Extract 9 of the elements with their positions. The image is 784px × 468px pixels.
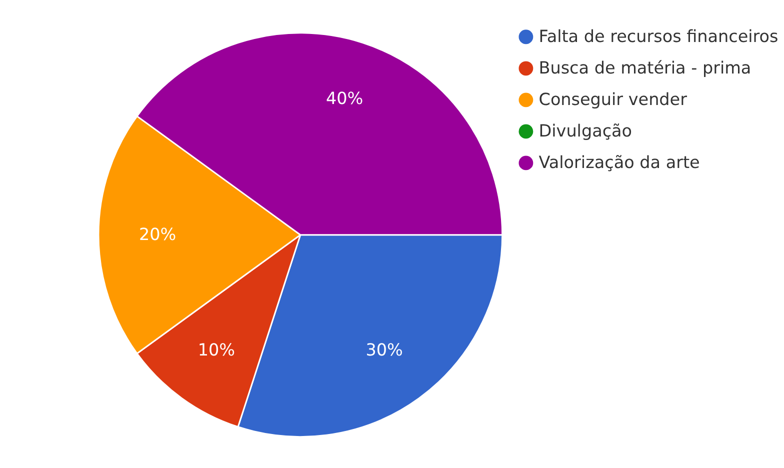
data-label: 20% bbox=[138, 224, 176, 244]
data-label: 30% bbox=[366, 339, 403, 360]
legend-label: Conseguir vender bbox=[538, 88, 688, 109]
data-label: 10% bbox=[198, 339, 236, 360]
legend-label: Divulgação bbox=[538, 120, 632, 140]
legend-label: Valorização da arte bbox=[538, 152, 700, 172]
legend-label: Falta de recursos financeiros bbox=[538, 26, 778, 46]
legend-label: Busca de matéria - prima bbox=[538, 57, 752, 78]
data-label: 40% bbox=[326, 88, 364, 108]
